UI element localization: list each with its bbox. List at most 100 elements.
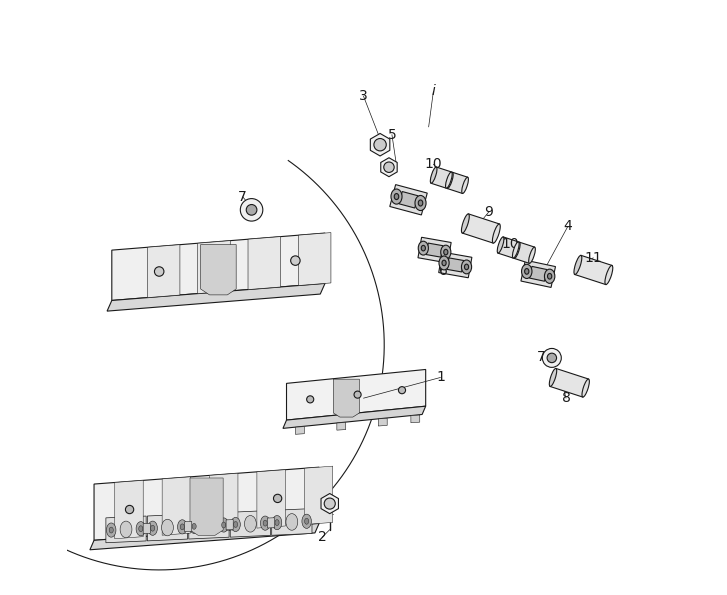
- Ellipse shape: [244, 515, 257, 532]
- Ellipse shape: [415, 195, 426, 211]
- Ellipse shape: [529, 247, 535, 264]
- Circle shape: [246, 205, 257, 215]
- Polygon shape: [447, 173, 467, 193]
- Polygon shape: [498, 237, 518, 258]
- Polygon shape: [295, 427, 305, 434]
- Polygon shape: [378, 418, 387, 426]
- Ellipse shape: [180, 524, 185, 530]
- Ellipse shape: [177, 520, 187, 534]
- Polygon shape: [514, 242, 534, 264]
- Polygon shape: [438, 252, 472, 278]
- Ellipse shape: [465, 264, 469, 270]
- Polygon shape: [521, 260, 555, 287]
- Circle shape: [547, 353, 557, 362]
- Text: 3: 3: [359, 89, 368, 103]
- Text: 1: 1: [436, 371, 445, 384]
- Text: 2: 2: [318, 530, 326, 544]
- Polygon shape: [399, 192, 418, 208]
- Ellipse shape: [275, 519, 279, 525]
- Polygon shape: [447, 258, 464, 272]
- Ellipse shape: [443, 249, 448, 255]
- Ellipse shape: [192, 524, 196, 530]
- Circle shape: [384, 162, 394, 173]
- Circle shape: [398, 387, 406, 394]
- Circle shape: [273, 494, 282, 503]
- Polygon shape: [115, 480, 143, 538]
- Polygon shape: [107, 283, 325, 311]
- Polygon shape: [431, 167, 451, 188]
- Polygon shape: [390, 184, 427, 215]
- Ellipse shape: [302, 514, 311, 528]
- Polygon shape: [94, 467, 319, 540]
- Ellipse shape: [391, 189, 402, 204]
- Ellipse shape: [446, 172, 452, 188]
- Ellipse shape: [418, 241, 428, 255]
- Text: 7: 7: [238, 190, 247, 204]
- Circle shape: [374, 139, 386, 151]
- Ellipse shape: [418, 200, 423, 206]
- Ellipse shape: [139, 526, 143, 532]
- Circle shape: [307, 396, 314, 403]
- Circle shape: [354, 391, 361, 398]
- Ellipse shape: [605, 265, 613, 284]
- Circle shape: [291, 256, 300, 265]
- Ellipse shape: [462, 214, 470, 233]
- Polygon shape: [283, 406, 426, 428]
- Polygon shape: [550, 368, 589, 397]
- Polygon shape: [106, 516, 146, 543]
- Circle shape: [324, 498, 335, 509]
- Polygon shape: [143, 524, 150, 534]
- Polygon shape: [201, 245, 236, 295]
- Text: 8: 8: [561, 391, 571, 405]
- Polygon shape: [305, 466, 333, 525]
- Circle shape: [241, 199, 263, 221]
- Ellipse shape: [421, 245, 425, 251]
- Polygon shape: [189, 512, 229, 539]
- Ellipse shape: [233, 521, 238, 527]
- Ellipse shape: [286, 513, 298, 530]
- Ellipse shape: [462, 260, 472, 274]
- Polygon shape: [298, 233, 331, 286]
- Ellipse shape: [263, 520, 268, 526]
- Polygon shape: [411, 415, 419, 423]
- Ellipse shape: [441, 245, 451, 259]
- Polygon shape: [190, 478, 223, 536]
- Circle shape: [542, 349, 561, 367]
- Ellipse shape: [273, 515, 282, 530]
- Circle shape: [222, 261, 232, 271]
- Polygon shape: [248, 237, 281, 290]
- Ellipse shape: [545, 269, 555, 283]
- Circle shape: [199, 500, 208, 508]
- Circle shape: [154, 267, 164, 276]
- Ellipse shape: [513, 242, 520, 258]
- Ellipse shape: [582, 379, 590, 397]
- Ellipse shape: [190, 519, 199, 534]
- Ellipse shape: [231, 518, 241, 531]
- Polygon shape: [112, 233, 325, 300]
- Text: 10: 10: [425, 157, 442, 171]
- Ellipse shape: [462, 177, 468, 193]
- Ellipse shape: [203, 518, 215, 534]
- Polygon shape: [286, 369, 426, 420]
- Ellipse shape: [497, 237, 504, 253]
- Ellipse shape: [547, 273, 552, 279]
- Text: 7: 7: [537, 350, 545, 364]
- Polygon shape: [321, 493, 339, 513]
- Ellipse shape: [394, 193, 399, 199]
- Circle shape: [126, 505, 134, 513]
- Ellipse shape: [136, 522, 145, 536]
- Polygon shape: [418, 237, 451, 263]
- Polygon shape: [257, 469, 285, 528]
- Text: 10: 10: [502, 237, 519, 251]
- Polygon shape: [198, 240, 230, 293]
- Ellipse shape: [574, 255, 582, 274]
- Polygon shape: [370, 133, 390, 156]
- Ellipse shape: [109, 527, 113, 533]
- Ellipse shape: [260, 516, 270, 530]
- Polygon shape: [381, 158, 397, 177]
- Ellipse shape: [222, 522, 226, 528]
- Text: 9: 9: [485, 205, 494, 218]
- Ellipse shape: [430, 167, 437, 183]
- Polygon shape: [575, 255, 612, 284]
- Ellipse shape: [446, 173, 453, 189]
